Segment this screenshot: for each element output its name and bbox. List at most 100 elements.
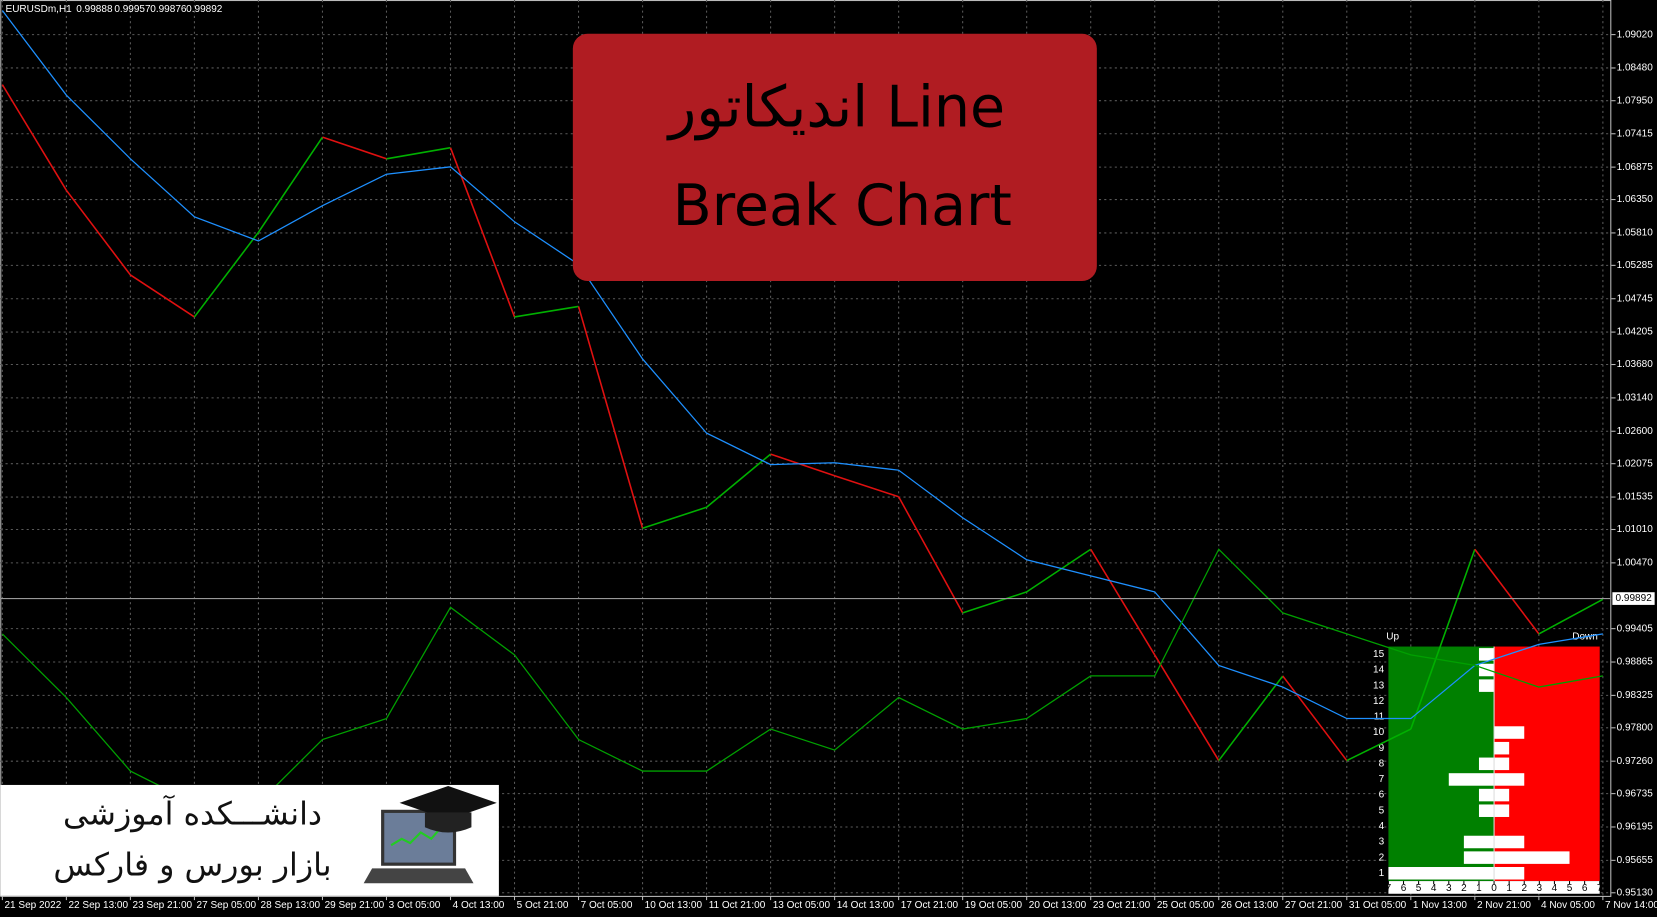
ohlc-low: 0.99876: [150, 4, 187, 15]
x-tick-label: 1 Nov 13:00: [1413, 900, 1467, 911]
bar-down: [1494, 741, 1510, 755]
x-tick-label: 25 Oct 05:00: [1157, 900, 1215, 911]
y-tick-label: 1.05285: [1617, 260, 1654, 271]
ohlc-high: 0.99957: [114, 4, 151, 15]
series-line: [1, 10, 1603, 720]
price-segment: [897, 496, 964, 614]
price-segment: [386, 146, 451, 160]
y-tick-label: 1.08480: [1617, 63, 1654, 74]
x-tick-label: 13 Oct 05:00: [773, 900, 831, 911]
bar-down: [1494, 804, 1510, 817]
y-tick-label: 1.05810: [1617, 228, 1654, 239]
x-tick-label: 3 Oct 05:00: [389, 900, 441, 911]
row-label: 15: [1373, 649, 1385, 660]
bar-down: [1494, 788, 1510, 802]
x-tick-label: 3: [1446, 883, 1452, 894]
laptop-base: [363, 868, 474, 884]
price-segment: [322, 136, 387, 160]
axes: 1.09020 1.08480 1.07950 1.07415 1.06875 1.063…: [1, 29, 1657, 911]
price-segment: [834, 474, 899, 498]
current-price-box: [1612, 592, 1655, 605]
price-segment: [1, 84, 68, 191]
x-tick-label: 4 Nov 05:00: [1541, 900, 1595, 911]
row-label: 11: [1374, 712, 1385, 723]
x-tick-label: 2: [1461, 883, 1467, 894]
bar-down: [1494, 851, 1570, 864]
x-tick-label: 4 Oct 13:00: [453, 900, 505, 911]
y-tick-label: 1.03680: [1617, 359, 1654, 370]
x-tick-label: 7: [1386, 883, 1392, 894]
row-label: 12: [1373, 696, 1385, 707]
plot-frame: [0, 0, 1612, 897]
x-tick-label: 7 Oct 05:00: [581, 900, 633, 911]
x-axis-strip: [1388, 881, 1600, 894]
row-label: 2: [1379, 852, 1385, 863]
x-tick-label: 27 Oct 21:00: [1285, 900, 1343, 911]
price-segment: [129, 274, 195, 318]
y-tick-label: 1.06350: [1617, 194, 1654, 205]
x-tick-label: 14 Oct 13:00: [837, 900, 895, 911]
y-tick-label: 0.99405: [1617, 623, 1654, 634]
x-tick-label: 11 Oct 21:00: [709, 900, 766, 911]
x-tick-label: 5: [1416, 883, 1422, 894]
row-label: 4: [1379, 821, 1385, 832]
banner: اندیکاتور Line Break Chart: [572, 33, 1097, 282]
bar-down: [1494, 867, 1525, 880]
x-tick-label: 2: [1521, 883, 1527, 894]
row-label: 3: [1379, 837, 1385, 848]
row-label: 8: [1379, 758, 1385, 769]
y-tick-label: 1.03140: [1617, 393, 1654, 404]
logo-line2: بازار بورس و فارکس: [53, 847, 331, 883]
x-tick-label: 2 Nov 21:00: [1477, 900, 1531, 911]
row-label: 7: [1379, 774, 1385, 785]
price-segment: [514, 305, 579, 318]
legend-up: Up: [1386, 632, 1399, 643]
current-price-label: 0.99892: [1616, 593, 1653, 604]
x-tick-label: 5 Oct 21:00: [517, 900, 569, 911]
x-tick-label: 23 Sep 21:00: [133, 900, 193, 911]
x-tick-label: 1: [1476, 883, 1482, 894]
bar-up: [1478, 648, 1495, 661]
price-segment: [770, 453, 835, 477]
row-label: 10: [1373, 727, 1385, 738]
y-tick-label: 1.01010: [1617, 524, 1654, 535]
x-tick-label: 22 Sep 13:00: [68, 900, 128, 911]
y-tick-label: 1.06875: [1617, 162, 1654, 173]
row-label: 9: [1379, 743, 1385, 754]
y-tick-label: 1.04745: [1617, 293, 1654, 304]
y-tick-label: 1.01535: [1617, 492, 1654, 503]
y-tick-label: 0.95130: [1617, 887, 1654, 898]
y-tick-label: 1.02075: [1617, 458, 1654, 469]
x-tick-label: 21 Sep 2022: [4, 900, 61, 911]
bar-up: [1478, 804, 1495, 817]
grad-cap-base: [424, 812, 472, 833]
x-tick-label: 3: [1537, 883, 1543, 894]
bar-up: [1388, 867, 1495, 880]
banner-box: [572, 33, 1097, 282]
x-tick-label: 29 Sep 21:00: [325, 900, 385, 911]
price-segment: [1090, 548, 1156, 656]
price-segment: [577, 306, 644, 529]
price-segment: [1282, 675, 1348, 762]
x-tick-label: 23 Oct 21:00: [1093, 900, 1151, 911]
y-tick-label: 0.96195: [1617, 822, 1654, 833]
price-segment: [257, 136, 324, 233]
y-tick-label: 1.07415: [1617, 128, 1654, 139]
x-tick-label: 19 Oct 05:00: [965, 900, 1023, 911]
x-tick-label: 0: [1491, 883, 1497, 894]
price-segment: [1218, 675, 1284, 762]
y-tick-label: 0.98865: [1617, 657, 1654, 668]
x-tick-label: 31 Oct 05:00: [1349, 900, 1407, 911]
ohlc-open: 0.99888: [76, 4, 113, 15]
x-tick-label: 7 Nov 14:00: [1605, 900, 1657, 911]
ohlc-close: 0.99892: [186, 4, 223, 15]
price-segment: [65, 189, 132, 276]
row-label: 1: [1379, 868, 1385, 879]
banner-line1: اندیکاتور Line: [666, 75, 1005, 141]
price-segment: [193, 231, 260, 318]
x-tick-label: 6: [1582, 883, 1588, 894]
y-tick-label: 1.02600: [1617, 426, 1654, 437]
bar-up: [1448, 773, 1495, 786]
bar-down: [1494, 773, 1525, 786]
